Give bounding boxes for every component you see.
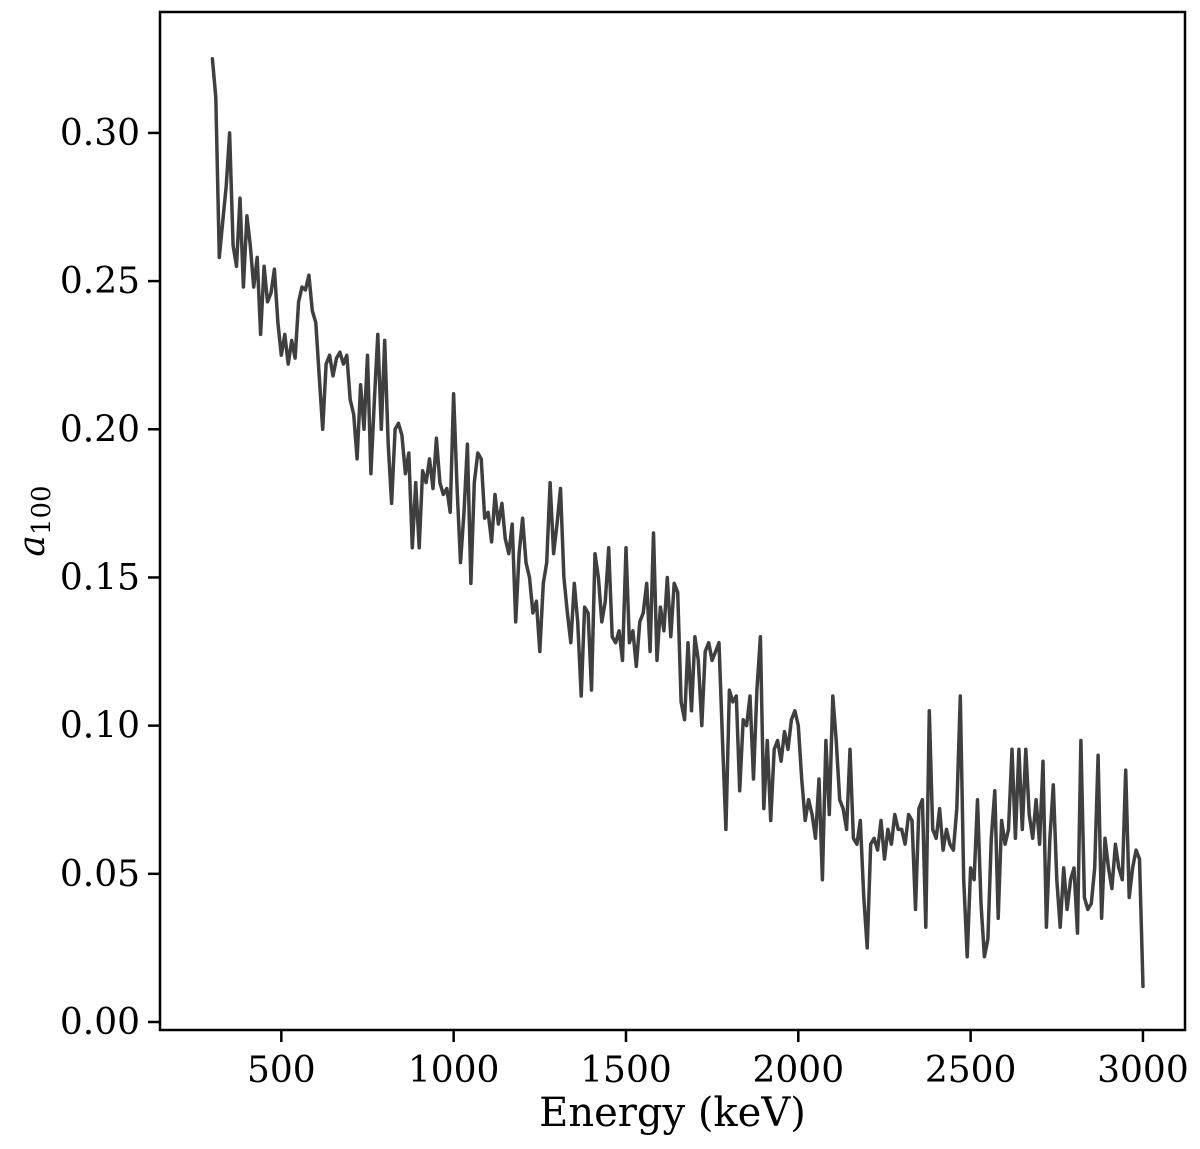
y-tick-label: 0.30 bbox=[60, 113, 140, 154]
y-axis-label-symbol: a bbox=[12, 535, 53, 557]
y-tick-label: 0.20 bbox=[60, 409, 140, 450]
y-tick-label: 0.15 bbox=[60, 557, 140, 598]
y-axis-label-subscript: 100 bbox=[27, 485, 57, 536]
y-tick-label: 0.05 bbox=[60, 854, 140, 895]
x-tick-label: 1000 bbox=[408, 1050, 500, 1091]
x-tick-label: 3000 bbox=[1097, 1050, 1189, 1091]
x-tick-label: 2500 bbox=[925, 1050, 1017, 1091]
y-tick-label: 0.10 bbox=[60, 706, 140, 747]
y-tick-label: 0.00 bbox=[60, 1002, 140, 1043]
x-axis-label: Energy (keV) bbox=[539, 1090, 806, 1136]
plot-spines bbox=[158, 10, 1187, 1032]
y-axis-label: a100 bbox=[11, 456, 57, 586]
data-line bbox=[210, 57, 1145, 989]
y-tick-label: 0.25 bbox=[60, 261, 140, 302]
x-tick-label: 500 bbox=[247, 1050, 316, 1091]
x-tick-label: 2000 bbox=[752, 1050, 844, 1091]
x-tick-label: 1500 bbox=[580, 1050, 672, 1091]
